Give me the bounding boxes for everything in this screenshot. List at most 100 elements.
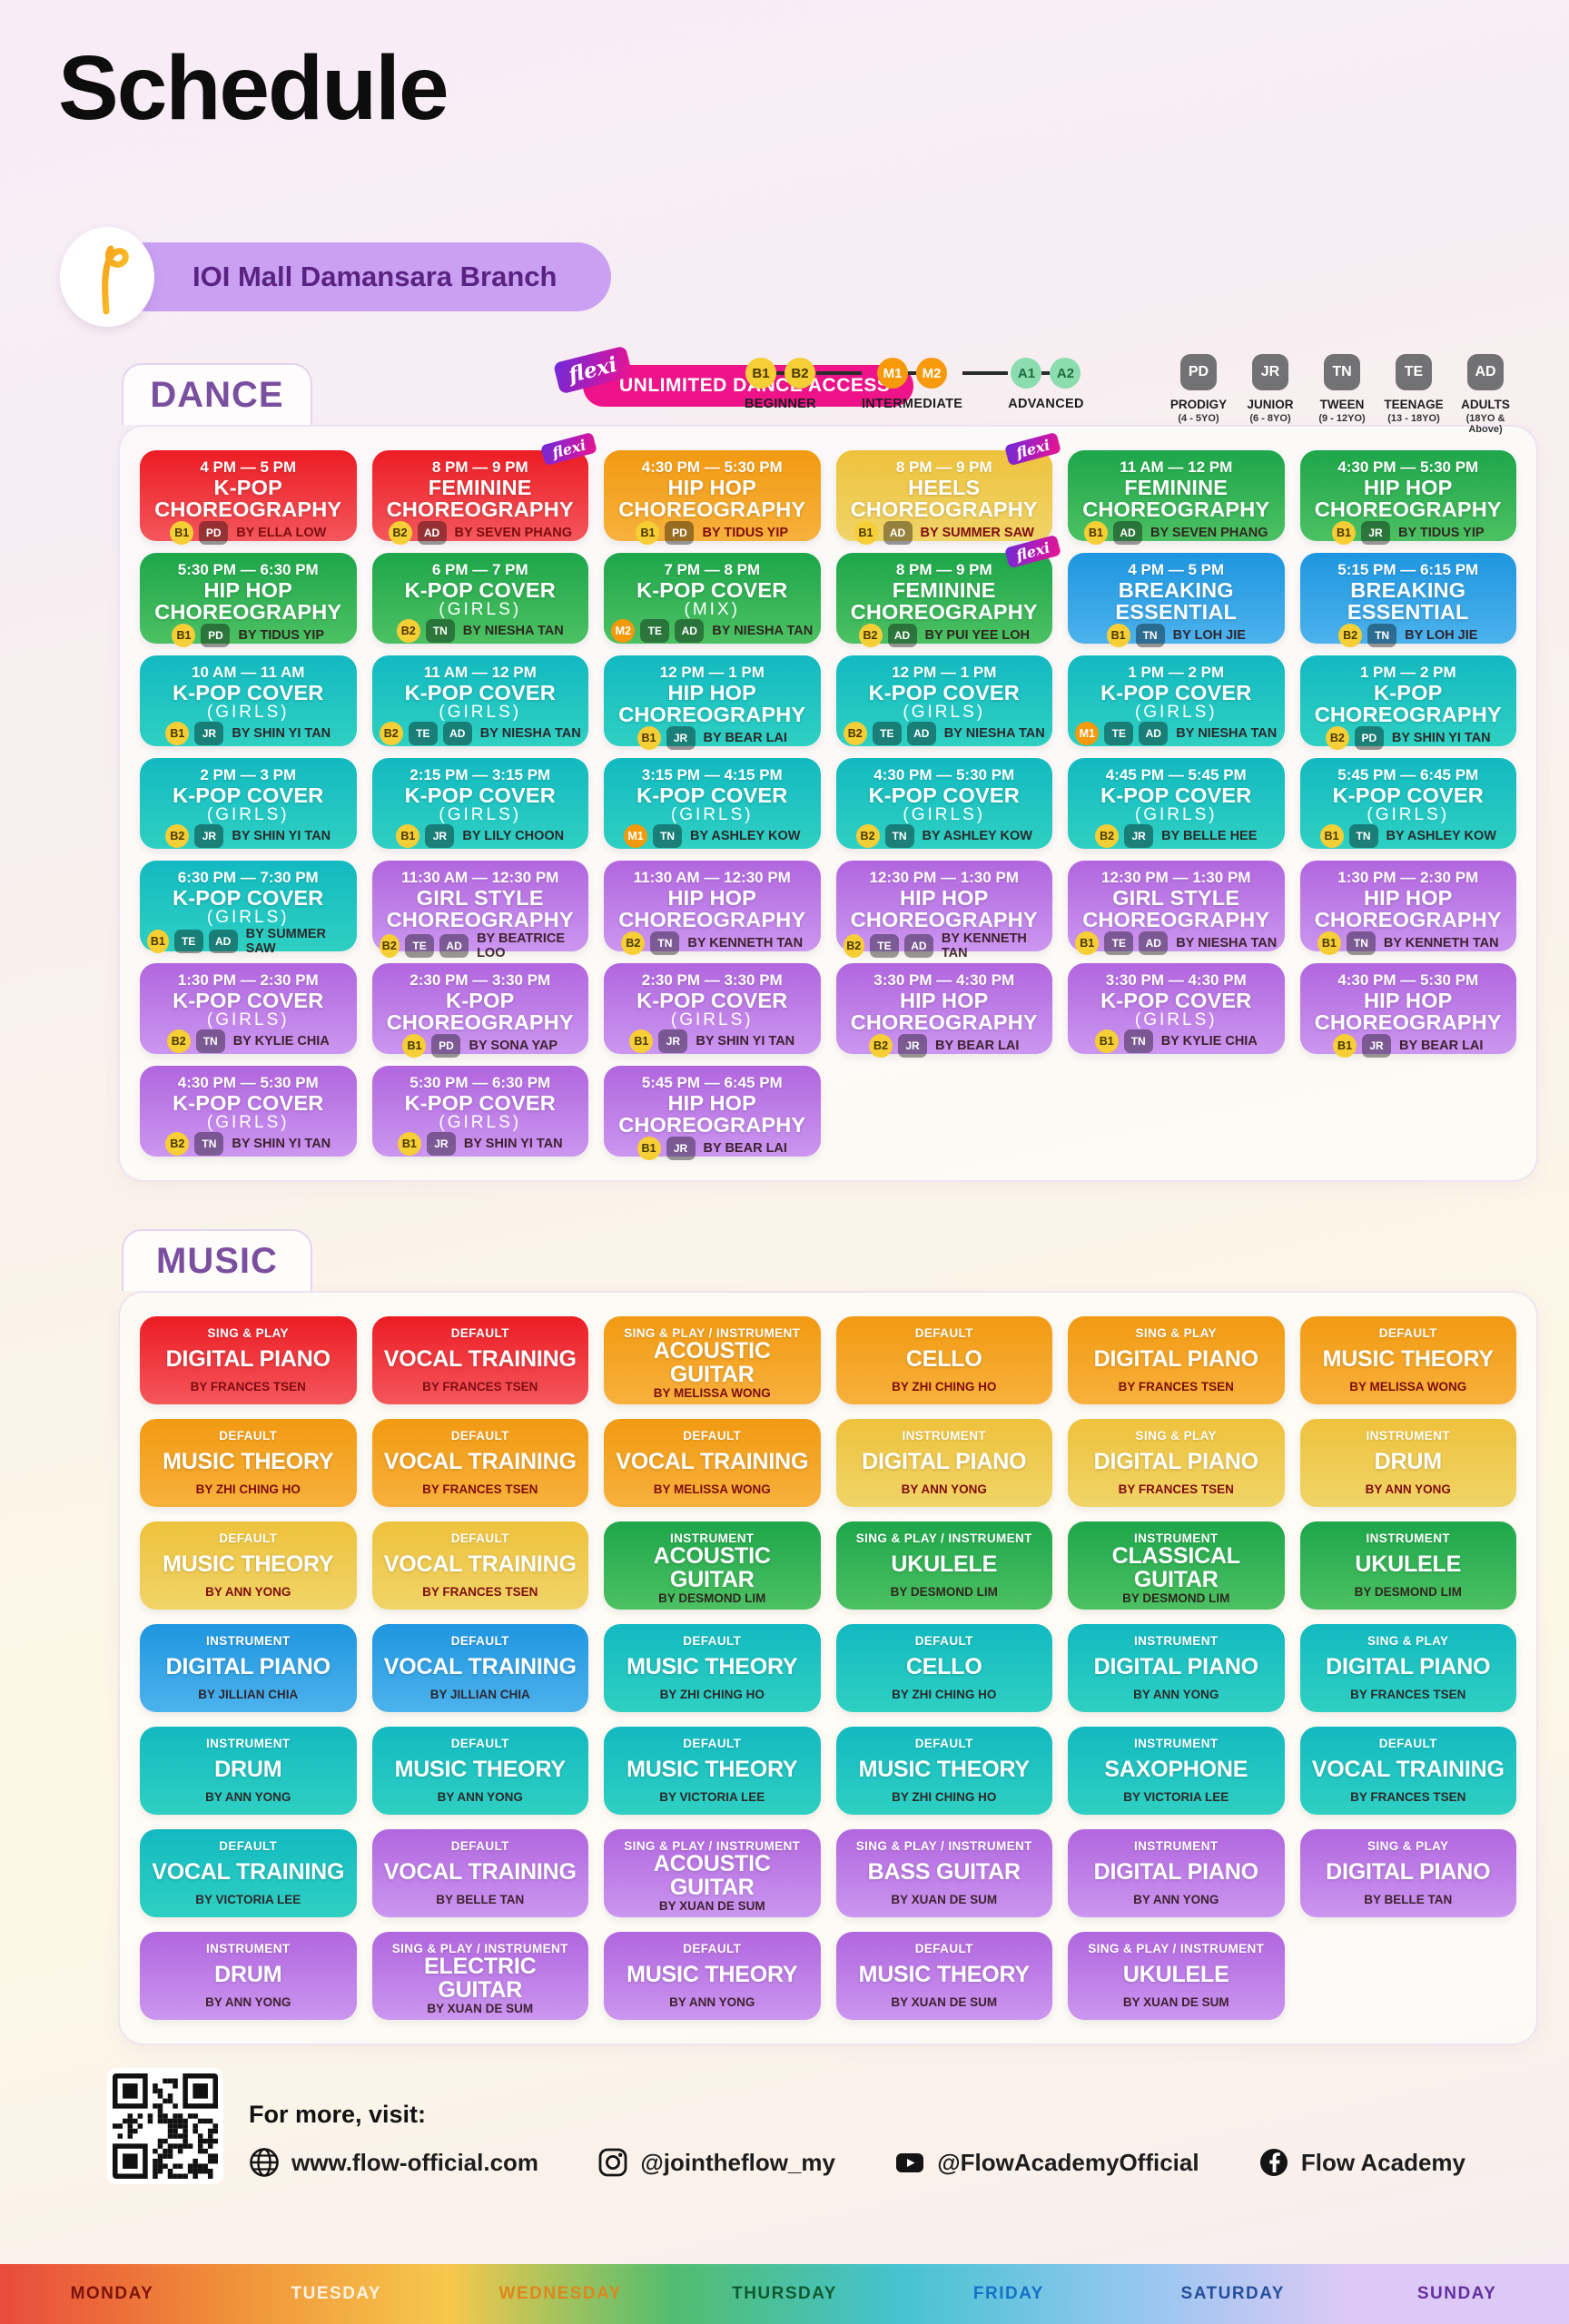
class-title: K-POP COVER <box>173 1091 324 1115</box>
youtube-handle: @FlowAcademyOfficial <box>937 2148 1199 2176</box>
class-teacher: BY JILLIAN CHIA <box>429 1688 530 1701</box>
class-category: INSTRUMENT <box>1134 1839 1219 1853</box>
class-title: MUSIC THEORY <box>858 1757 1031 1783</box>
class-teacher: BY BEAR LAI <box>1399 1038 1484 1053</box>
dance-class-card: 2:30 PM — 3:30 PM K-POP COVER (GIRLS) B1 JR B… <box>604 963 821 1054</box>
class-title: HIP HOP CHOREOGRAPHY <box>850 886 1038 932</box>
music-class-card: DEFAULT MUSIC THEORY BY MELISSA WONG <box>1299 1316 1516 1404</box>
level-badge-B1: B1 <box>1331 520 1356 545</box>
class-teacher: BY KYLIE CHIA <box>1160 1034 1258 1049</box>
class-time: 8 PM — 9 PM <box>895 561 992 578</box>
music-class-card: DEFAULT CELLO BY ZHI CHING HO <box>835 1316 1052 1404</box>
class-title: BREAKING ESSENTIAL <box>1347 578 1469 625</box>
class-meta: B2 TN BY ASHLEY KOW <box>855 824 1032 849</box>
class-title: HIP HOP CHOREOGRAPHY <box>618 1091 806 1137</box>
class-teacher: BY MELISSA WONG <box>1349 1380 1467 1393</box>
class-title: K-POP COVER <box>173 783 324 807</box>
music-class-card: DEFAULT VOCAL TRAINING BY FRANCES TSEN <box>1299 1727 1516 1815</box>
age-badge-JR: JR <box>666 1136 696 1160</box>
class-teacher: BY ASHLEY KOW <box>922 829 1032 844</box>
class-time: 11 AM — 12 PM <box>1120 458 1233 476</box>
class-time: 3:30 PM — 4:30 PM <box>873 971 1015 989</box>
class-teacher: BY ZHI CHING HO <box>659 1688 765 1701</box>
class-teacher: BY FRANCES TSEN <box>1350 1688 1466 1701</box>
class-subtitle: (GIRLS) <box>439 703 522 723</box>
class-meta: B1 JR BY BEAR LAI <box>1333 1033 1484 1058</box>
class-title: DIGITAL PIANO <box>1326 1654 1491 1680</box>
class-time: 8 PM — 9 PM <box>431 458 528 476</box>
class-subtitle: (GIRLS) <box>439 600 522 620</box>
dance-class-card: 11 AM — 12 PM K-POP COVER (GIRLS) B2 TE AD BY … <box>371 655 588 746</box>
class-teacher: BY MELISSA WONG <box>653 1386 771 1400</box>
class-title: UKULELE <box>1355 1551 1462 1578</box>
facebook-icon <box>1258 2147 1289 2178</box>
level-badge-B2: B2 <box>166 1029 191 1054</box>
class-title: DIGITAL PIANO <box>1093 1654 1258 1680</box>
website-link: www.flow-official.com <box>249 2147 538 2178</box>
dance-class-card: 11:30 AM — 12:30 PM GIRL STYLE CHOREOGRAP… <box>371 861 588 960</box>
day-thursday: THURSDAY <box>672 2264 897 2324</box>
class-teacher: BY TIDUS YIP <box>238 627 325 643</box>
level-badge-B2: B2 <box>843 933 864 958</box>
flexi-badge: flexi <box>1003 431 1061 467</box>
class-teacher: BY ZHI CHING HO <box>195 1482 301 1496</box>
class-time: 2 PM — 3 PM <box>200 766 297 783</box>
age-legend: PD PRODIGY (4 - 5YO) JR JUNIOR (6 - 8YO) TN TWE… <box>1167 354 1517 435</box>
class-category: SING & PLAY <box>1367 1839 1449 1853</box>
class-category: SING & PLAY <box>207 1326 289 1340</box>
dance-class-card: 12 PM — 1 PM K-POP COVER (GIRLS) B2 TE AD BY N… <box>835 655 1052 746</box>
level-badge-B2: B2 <box>855 824 880 849</box>
class-time: 12 PM — 1 PM <box>892 664 997 681</box>
level-badge-B1: B1 <box>402 1033 427 1058</box>
legend: flexi UNLIMITED DANCE ACCESS B1B2BEGINNE… <box>118 345 1538 435</box>
level-connector <box>775 371 784 375</box>
class-time: 1:30 PM — 2:30 PM <box>1337 869 1479 886</box>
class-time: 4:30 PM — 5:30 PM <box>1337 458 1479 476</box>
dance-class-card: 1 PM — 2 PM K-POP COVER (GIRLS) M1 TE AD BY NI… <box>1068 655 1285 746</box>
website-url: www.flow-official.com <box>291 2148 539 2176</box>
class-time: 2:15 PM — 3:15 PM <box>410 766 551 783</box>
music-class-card: SING & PLAY / INSTRUMENT UKULELE BY XUAN D… <box>1068 1932 1285 2020</box>
class-teacher: BY SHIN YI TAN <box>1391 730 1491 745</box>
level-badge-B2: B2 <box>858 623 883 647</box>
age-label: TWEEN <box>1319 398 1365 411</box>
class-teacher: BY SHIN YI TAN <box>232 726 331 742</box>
facebook-link: Flow Academy <box>1258 2147 1465 2178</box>
day-friday: FRIDAY <box>896 2264 1121 2324</box>
age-badge-TE: TE <box>1104 722 1134 746</box>
age-code-AD: AD <box>1467 354 1504 390</box>
age-badge-TN: TN <box>650 931 680 955</box>
class-title: K-POP COVER <box>1100 681 1252 704</box>
class-teacher: BY NIESHA TAN <box>712 624 814 639</box>
flow-logo-icon <box>60 227 154 327</box>
class-time: 2:30 PM — 3:30 PM <box>641 971 783 989</box>
class-teacher: BY SHIN YI TAN <box>232 1137 331 1152</box>
class-category: SING & PLAY / INSTRUMENT <box>624 1839 801 1853</box>
age-legend-item: JR JUNIOR (6 - 8YO) <box>1238 354 1302 435</box>
class-title: DIGITAL PIANO <box>1093 1346 1258 1373</box>
class-category: DEFAULT <box>683 1942 742 1955</box>
age-badge-AD: AD <box>675 619 705 644</box>
music-class-card: DEFAULT MUSIC THEORY BY ANN YONG <box>604 1932 821 2020</box>
class-title: DIGITAL PIANO <box>165 1654 331 1680</box>
class-teacher: BY BEAR LAI <box>703 730 787 745</box>
class-meta: B1 PD BY ELLA LOW <box>170 520 326 545</box>
level-badge-B1: B1 <box>396 824 420 849</box>
class-meta: B2 PD BY SHIN YI TAN <box>1325 725 1491 750</box>
class-time: 4:30 PM — 5:30 PM <box>1337 971 1479 989</box>
class-time: 5:45 PM — 6:45 PM <box>641 1074 783 1091</box>
youtube-icon <box>894 2147 925 2178</box>
class-teacher: BY ZHI CHING HO <box>892 1380 997 1393</box>
level-badge-B1: B1 <box>1317 931 1341 955</box>
class-title: VOCAL TRAINING <box>383 1551 577 1578</box>
class-category: DEFAULT <box>683 1737 742 1750</box>
class-time: 4 PM — 5 PM <box>1128 561 1225 578</box>
music-class-card: SING & PLAY / INSTRUMENT ACOUSTIC GUITAR B… <box>604 1316 821 1404</box>
class-teacher: BY SONA YAP <box>469 1038 558 1053</box>
class-teacher: BY FRANCES TSEN <box>422 1585 538 1599</box>
dance-class-card: 12 PM — 1 PM HIP HOP CHOREOGRAPHY B1 JR BY B… <box>604 655 821 750</box>
dance-panel: 4 PM — 5 PM K-POP CHOREOGRAPHY B1 PD BY ELLA… <box>118 425 1538 1182</box>
class-teacher: BY ZHI CHING HO <box>892 1688 997 1701</box>
class-category: DEFAULT <box>914 1326 973 1340</box>
level-badge-B2: B2 <box>1325 725 1349 750</box>
